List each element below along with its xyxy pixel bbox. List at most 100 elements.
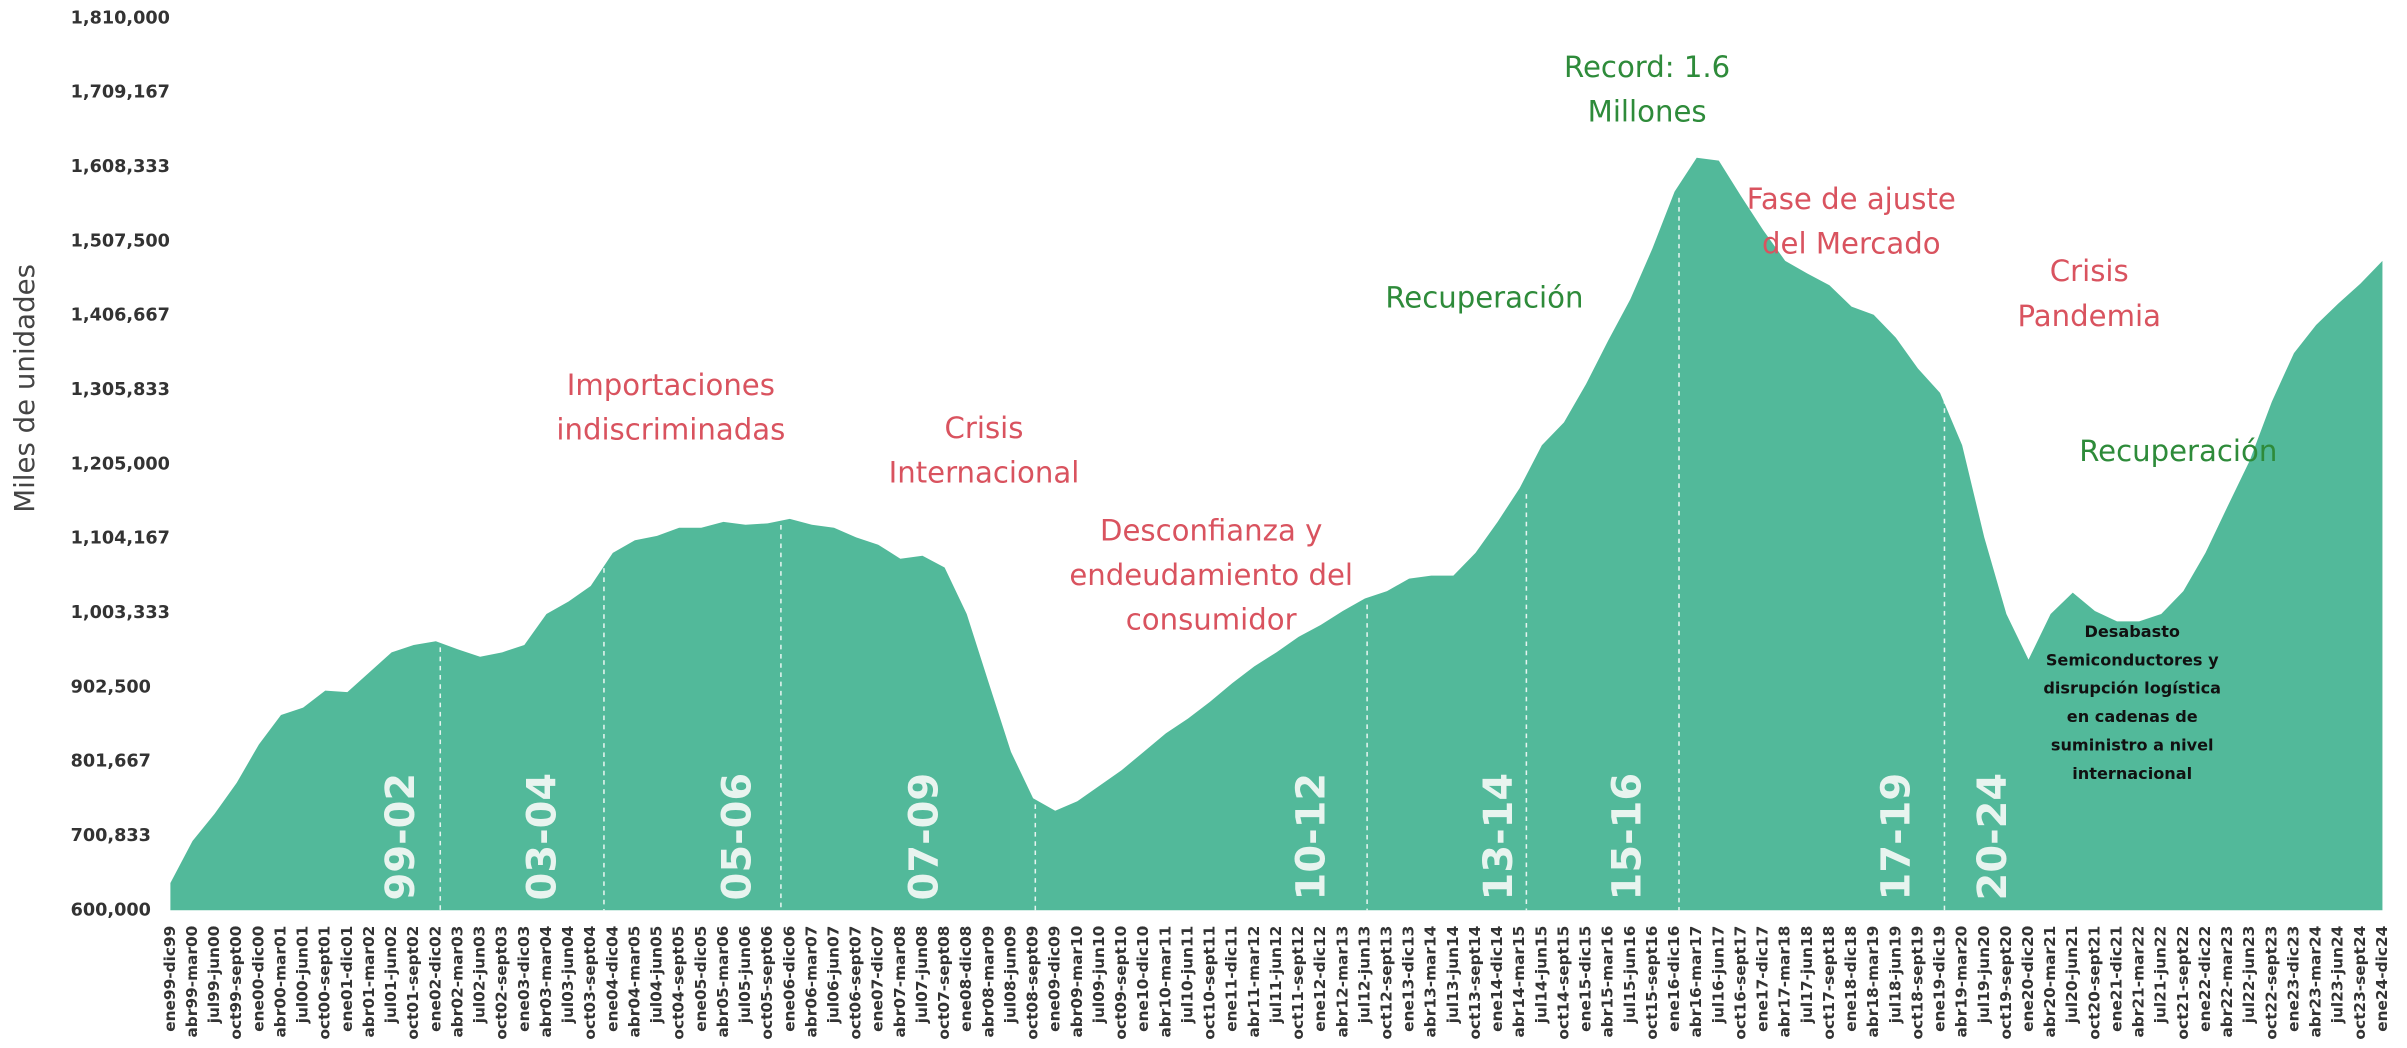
x-tick-label: jul21-jun22 xyxy=(2152,926,2170,1025)
x-tick-label: oct04-sept05 xyxy=(670,926,688,1040)
x-tick-label: oct11-sept12 xyxy=(1289,926,1307,1040)
annotation: Millones xyxy=(1588,95,1707,129)
x-tick-label: oct19-sept20 xyxy=(1997,926,2015,1040)
x-tick-label: jul11-jun12 xyxy=(1267,926,1285,1025)
x-tick-label: oct00-sept01 xyxy=(316,926,334,1040)
x-tick-label: oct99-sept00 xyxy=(227,926,245,1040)
x-tick-label: oct17-sept18 xyxy=(1820,926,1838,1040)
x-tick-label: oct01-sept02 xyxy=(404,926,422,1040)
x-tick-label: abr02-mar03 xyxy=(448,926,466,1038)
x-tick-label: jul12-jun13 xyxy=(1355,926,1373,1025)
x-tick-label: abr18-mar19 xyxy=(1864,926,1882,1038)
x-tick-label: ene09-dic09 xyxy=(1046,926,1064,1032)
x-tick-label: oct13-sept14 xyxy=(1466,926,1484,1040)
x-tick-label: jul16-jun17 xyxy=(1709,926,1727,1025)
y-tick-label: 1,003,333 xyxy=(71,603,170,623)
annotation: Crisis xyxy=(2050,254,2129,288)
x-tick-label: jul14-jun15 xyxy=(1532,926,1550,1025)
x-tick-label: ene23-dic23 xyxy=(2284,926,2302,1032)
x-tick-label: abr20-mar21 xyxy=(2041,926,2059,1038)
x-tick-label: oct07-sept08 xyxy=(935,926,953,1040)
x-tick-label: ene01-dic01 xyxy=(338,926,356,1032)
annotation: Semiconductores y xyxy=(2046,650,2219,669)
x-tick-label: abr11-mar12 xyxy=(1245,926,1263,1038)
y-tick-label: 600,000 xyxy=(71,900,151,920)
period-label: 10-12 xyxy=(1289,773,1335,901)
x-tick-label: abr13-mar14 xyxy=(1422,926,1440,1038)
x-tick-label: ene04-dic04 xyxy=(603,926,621,1032)
x-tick-label: abr01-mar02 xyxy=(360,926,378,1038)
x-tick-label: oct02-sept03 xyxy=(493,926,511,1040)
x-tick-label: abr12-mar13 xyxy=(1333,926,1351,1038)
y-tick-label: 1,205,000 xyxy=(71,454,170,474)
y-tick-label: 801,667 xyxy=(71,752,151,772)
x-tick-label: jul13-jun14 xyxy=(1444,926,1462,1025)
x-tick-label: oct12-sept13 xyxy=(1378,926,1396,1040)
period-label: 15-16 xyxy=(1605,773,1651,901)
x-tick-label: ene12-dic12 xyxy=(1311,926,1329,1032)
x-tick-label: ene17-dic17 xyxy=(1754,926,1772,1032)
x-tick-label: abr04-mar05 xyxy=(625,926,643,1038)
annotation: en cadenas de xyxy=(2067,707,2198,726)
annotation: del Mercado xyxy=(1762,227,1941,261)
x-tick-label: abr09-mar10 xyxy=(1068,926,1086,1038)
x-tick-label: jul09-jun10 xyxy=(1090,926,1108,1025)
x-tick-label: abr21-mar22 xyxy=(2130,926,2148,1038)
x-tick-label: jul23-jun24 xyxy=(2329,926,2347,1025)
x-tick-label: ene19-dic19 xyxy=(1931,926,1949,1032)
annotation: disrupción logística xyxy=(2043,679,2221,698)
x-tick-label: ene24-dic24 xyxy=(2373,926,2391,1032)
y-tick-label: 1,608,333 xyxy=(71,157,170,177)
period-label: 03-04 xyxy=(519,773,565,901)
annotation: internacional xyxy=(2072,764,2192,783)
area xyxy=(170,157,2383,911)
y-tick-label: 700,833 xyxy=(71,826,151,846)
x-tick-label: jul99-jun00 xyxy=(205,926,223,1025)
x-tick-label: ene16-dic16 xyxy=(1665,926,1683,1032)
x-tick-label: oct18-sept19 xyxy=(1908,926,1926,1040)
x-tick-label: jul04-jun05 xyxy=(648,926,666,1025)
annotation: Importaciones xyxy=(567,368,775,402)
y-tick-label: 1,305,833 xyxy=(71,380,170,400)
x-tick-label: jul19-jun20 xyxy=(1975,926,1993,1025)
x-tick-label: jul22-jun23 xyxy=(2240,926,2258,1025)
period-label: 99-02 xyxy=(378,773,424,901)
x-tick-label: abr19-mar20 xyxy=(1953,926,1971,1038)
x-tick-label: abr15-mar16 xyxy=(1599,926,1617,1038)
annotation: Recuperación xyxy=(2079,434,2277,468)
annotation: endeudamiento del xyxy=(1069,558,1353,592)
x-tick-label: ene08-dic08 xyxy=(957,926,975,1032)
x-tick-label: oct10-sept11 xyxy=(1201,926,1219,1040)
x-tick-label: jul06-jun07 xyxy=(825,926,843,1025)
x-tick-label: oct20-sept21 xyxy=(2085,926,2103,1040)
annotation: suministro a nivel xyxy=(2051,736,2214,755)
annotation: indiscriminadas xyxy=(556,412,785,446)
x-tick-label: jul10-jun11 xyxy=(1178,926,1196,1025)
x-tick-label: jul05-jun06 xyxy=(736,926,754,1025)
x-tick-label: jul00-jun01 xyxy=(294,926,312,1025)
x-tick-label: jul03-jun04 xyxy=(559,926,577,1025)
x-tick-label: jul15-jun16 xyxy=(1621,926,1639,1025)
y-tick-label: 1,810,000 xyxy=(71,8,170,28)
annotation: Desabasto xyxy=(2084,622,2180,641)
y-tick-label: 1,104,167 xyxy=(71,529,170,549)
x-tick-label: abr22-mar23 xyxy=(2218,926,2236,1038)
x-tick-label: ene03-dic03 xyxy=(515,926,533,1032)
annotation: Internacional xyxy=(889,455,1080,489)
annotation: consumidor xyxy=(1126,603,1297,637)
x-tick-label: ene22-dic22 xyxy=(2196,926,2214,1032)
x-tick-label: ene13-dic13 xyxy=(1400,926,1418,1032)
x-tick-label: oct05-sept06 xyxy=(758,926,776,1040)
y-tick-label: 1,709,167 xyxy=(71,83,170,103)
x-tick-label: abr23-mar24 xyxy=(2307,926,2325,1038)
x-tick-label: jul08-jun09 xyxy=(1001,926,1019,1025)
x-tick-label: jul18-jun19 xyxy=(1886,926,1904,1025)
annotation: Record: 1.6 xyxy=(1564,50,1730,84)
x-tick-label: ene07-dic07 xyxy=(869,926,887,1032)
x-tick-label: oct06-sept07 xyxy=(847,926,865,1040)
x-tick-label: ene15-dic15 xyxy=(1577,926,1595,1032)
x-tick-label: oct16-sept17 xyxy=(1731,926,1749,1040)
x-tick-label: ene11-dic11 xyxy=(1223,926,1241,1032)
x-tick-label: abr17-mar18 xyxy=(1776,926,1794,1038)
